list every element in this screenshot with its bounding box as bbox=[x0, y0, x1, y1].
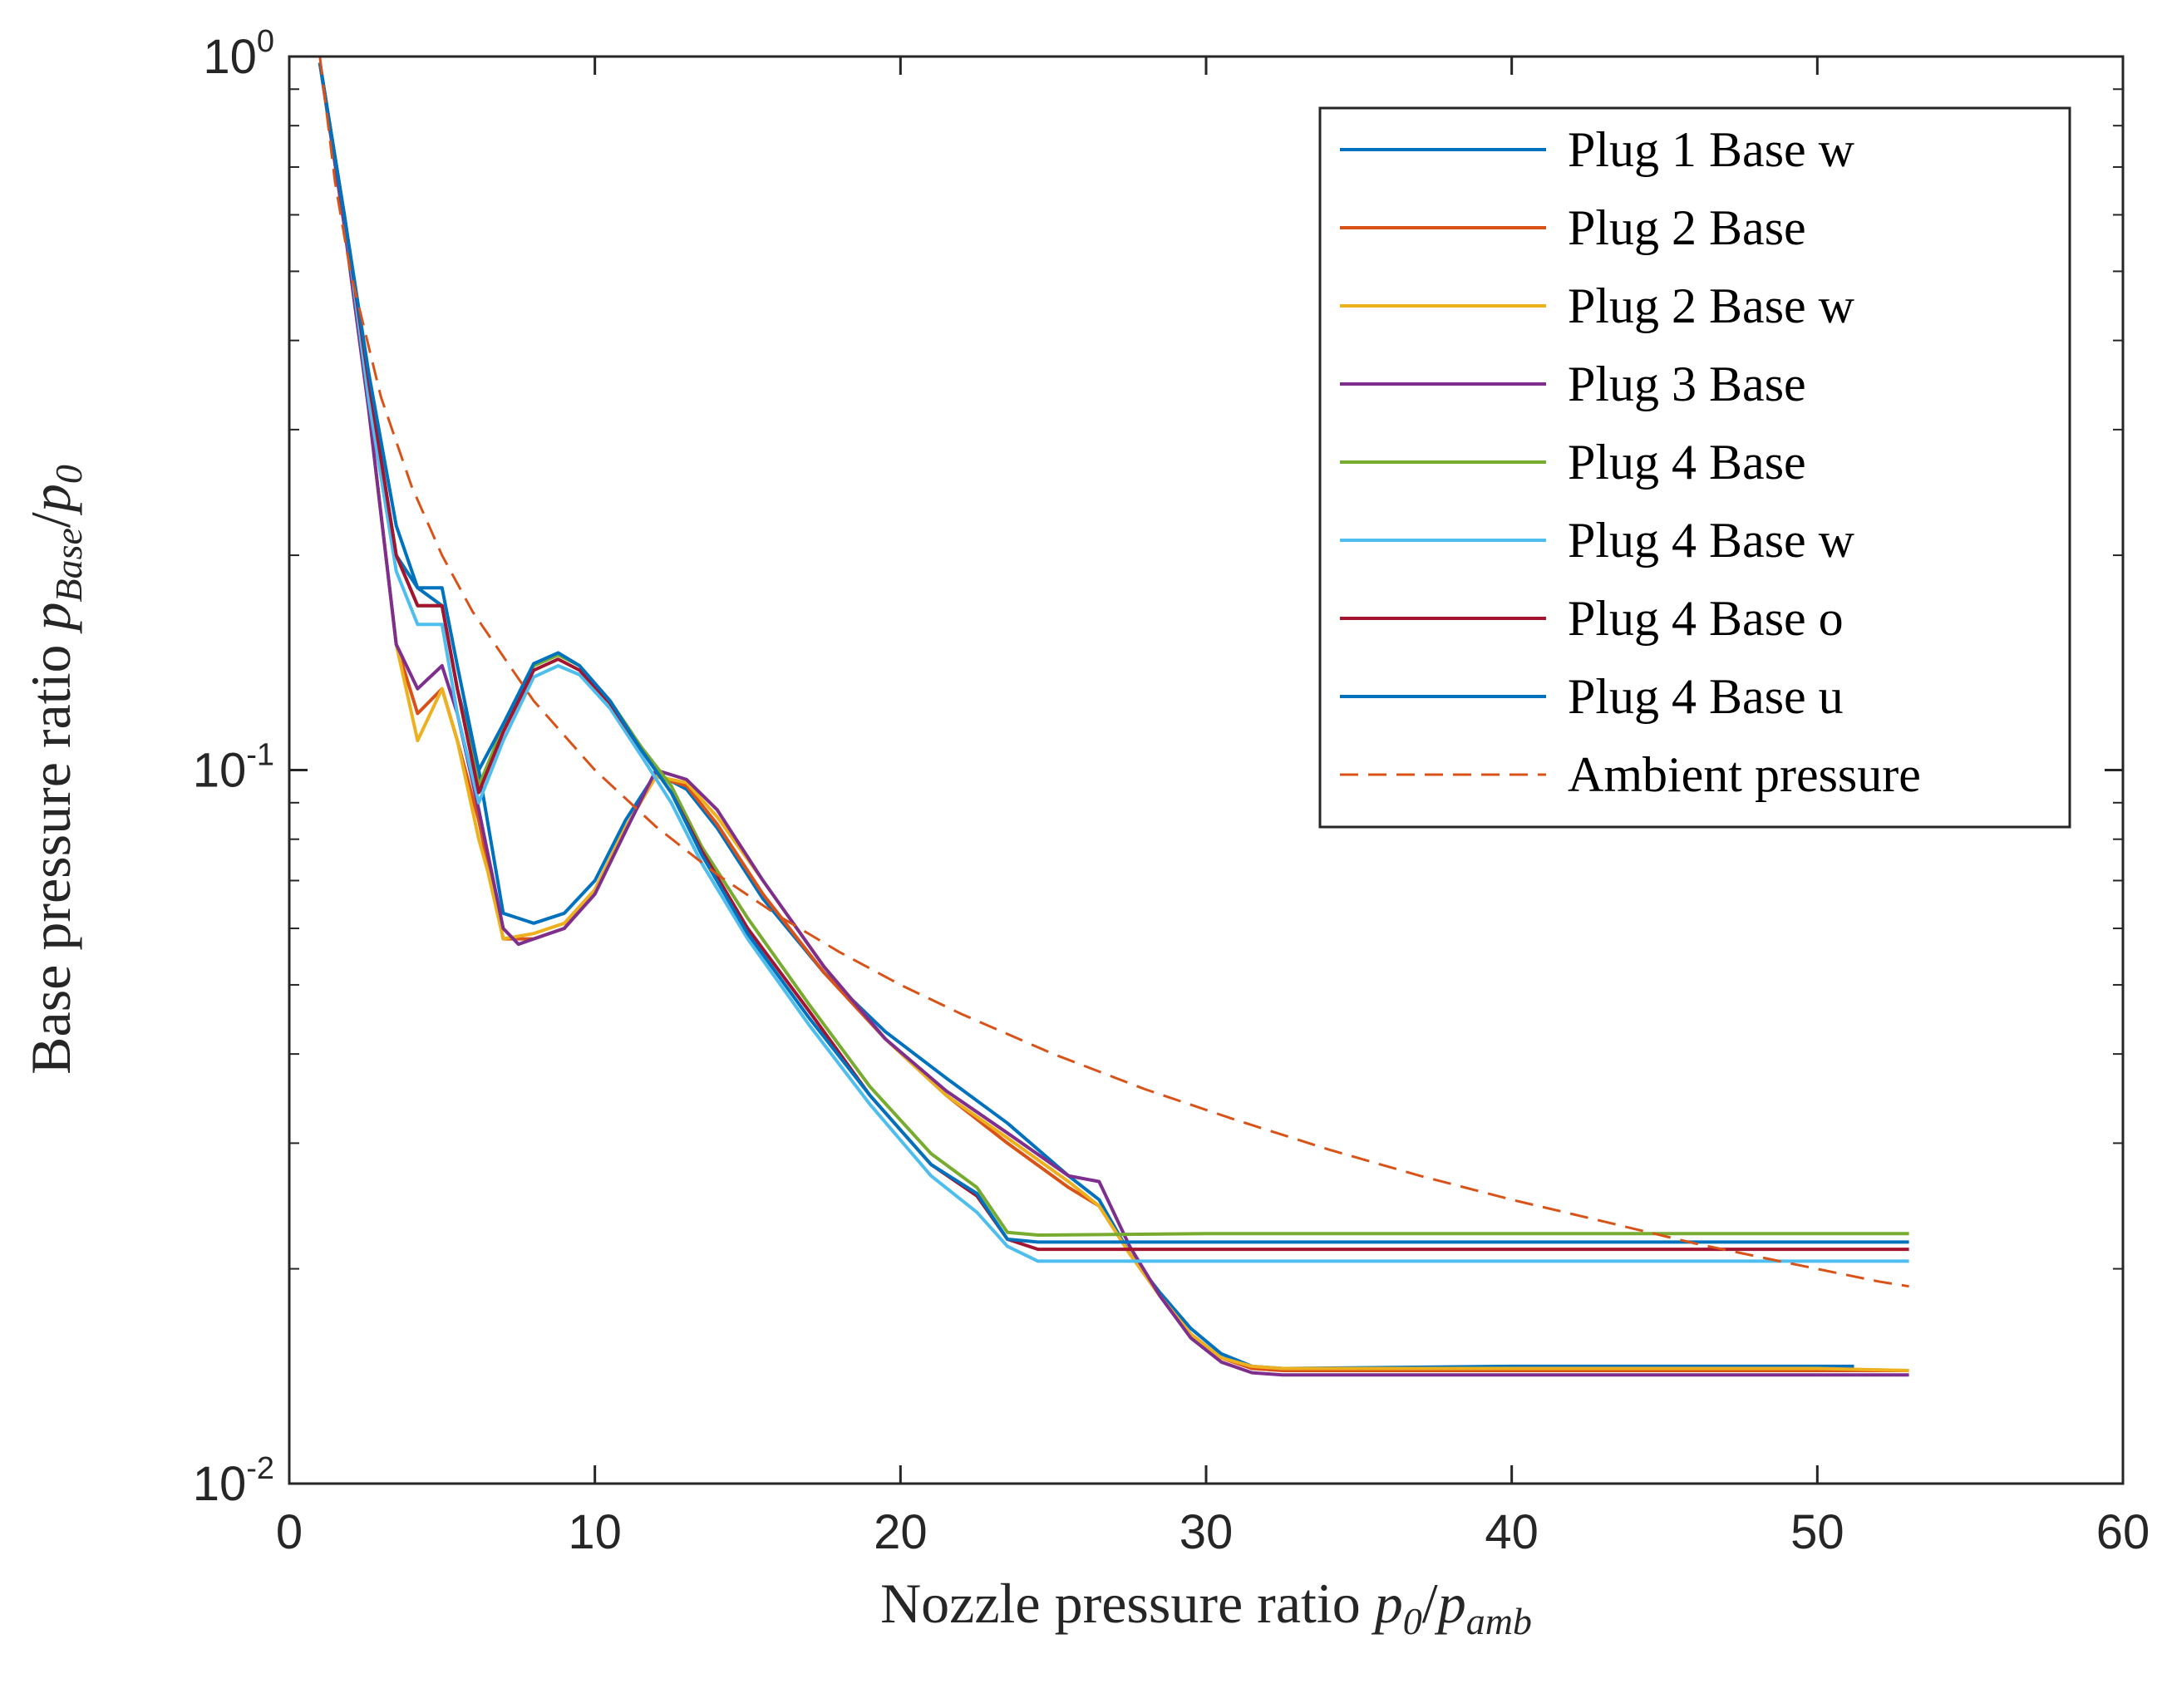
x-tick-label: 60 bbox=[2096, 1505, 2150, 1559]
legend-label: Plug 4 Base bbox=[1568, 435, 1806, 490]
y-tick-label: 10-2 bbox=[193, 1451, 274, 1511]
x-tick-label: 10 bbox=[568, 1505, 622, 1559]
y-axis-label: Base pressure ratio pBase/p0 bbox=[19, 465, 90, 1075]
y-tick-label: 10-1 bbox=[193, 738, 274, 798]
legend-label: Plug 4 Base o bbox=[1568, 591, 1844, 646]
y-tick-label: 100 bbox=[203, 24, 274, 84]
series-line-plug-3-base bbox=[318, 62, 1909, 1377]
y-axis: 100 10-1 10-2 bbox=[193, 24, 2123, 1511]
legend-label: Plug 3 Base bbox=[1568, 357, 1806, 411]
x-tick-label: 50 bbox=[1790, 1505, 1844, 1559]
legend-label: Plug 2 Base w bbox=[1568, 278, 1855, 333]
legend-label: Plug 2 Base bbox=[1568, 200, 1806, 255]
x-tick-label: 20 bbox=[874, 1505, 928, 1559]
legend-items: Plug 1 Base w Plug 2 Base Plug 2 Base w Plu… bbox=[1340, 122, 1921, 802]
x-tick-label: 0 bbox=[276, 1505, 303, 1559]
series-layer bbox=[318, 56, 1909, 1377]
legend-label: Plug 4 Base u bbox=[1568, 669, 1844, 724]
series-line-plug-4-base-w bbox=[318, 62, 1909, 1263]
x-axis-label: Nozzle pressure ratio p0/pamb bbox=[880, 1572, 1532, 1642]
series-line-plug-4-base-u bbox=[318, 62, 1909, 1244]
legend-label: Plug 1 Base w bbox=[1568, 122, 1855, 177]
series-line-plug-2-base-w bbox=[318, 62, 1909, 1372]
legend: Plug 1 Base w Plug 2 Base Plug 2 Base w Plu… bbox=[1318, 106, 2071, 829]
x-tick-label: 30 bbox=[1179, 1505, 1234, 1559]
series-line-ambient-pressure bbox=[318, 56, 1909, 1288]
legend-label: Ambient pressure bbox=[1568, 747, 1921, 802]
legend-label: Plug 4 Base w bbox=[1568, 513, 1855, 568]
x-axis: 0 10 20 30 40 50 60 bbox=[276, 57, 2150, 1559]
x-tick-label: 40 bbox=[1485, 1505, 1539, 1559]
